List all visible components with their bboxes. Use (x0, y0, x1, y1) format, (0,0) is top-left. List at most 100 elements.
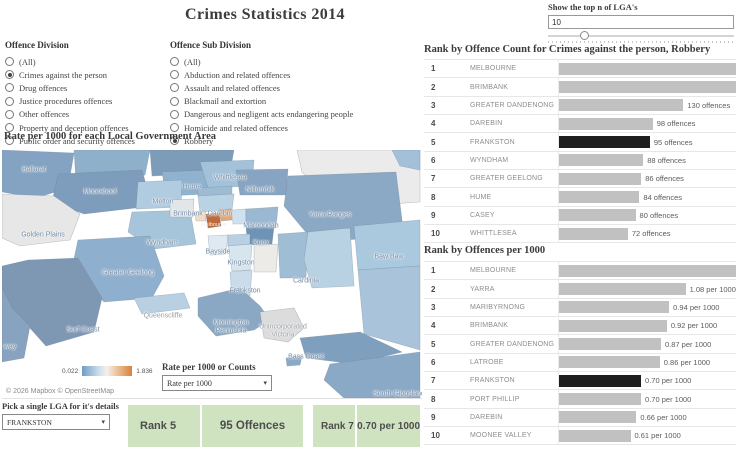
lga-name: HUME (470, 193, 492, 201)
rank-bar[interactable] (559, 62, 736, 75)
rank-row-greater-geelong[interactable]: 7 GREATER GEELONG 86 offences (424, 170, 736, 189)
top-n-input[interactable]: 10 (548, 15, 734, 29)
bar-cell: 0.70 per 1000 (558, 390, 736, 408)
rank-bar[interactable] (559, 356, 660, 369)
radio-option-property-and-deception-offences[interactable]: Property and deception offences (5, 121, 135, 134)
map-label-unincorporated: Unincorporated (259, 323, 307, 331)
summary-value-label: 0.70 per 1000 (357, 405, 420, 447)
radio-option-homicide-and-related-offences[interactable]: Homicide and related offences (170, 121, 353, 134)
rank-row-frankston[interactable]: 7 FRANKSTON 0.70 per 1000 (424, 372, 736, 391)
rank-bar[interactable] (559, 411, 637, 424)
radio-option-dangerous-and-negligent-acts-endangering-people[interactable]: Dangerous and negligent acts endangering… (170, 108, 353, 121)
lga-select-value: FRANKSTON (7, 417, 52, 427)
rank-row-melbourne[interactable]: 1 MELBOURNE (424, 262, 736, 281)
rank-bar[interactable] (559, 393, 642, 406)
rank-row-darebin[interactable]: 9 DAREBIN 0.66 per 1000 (424, 408, 736, 428)
rank-bar[interactable] (559, 136, 650, 149)
radio-option-drug-offences[interactable]: Drug offences (5, 81, 135, 94)
lga-select[interactable]: FRANKSTON ▾ (2, 414, 110, 430)
rank-number: 5 (431, 339, 436, 349)
lga-name: WYNDHAM (470, 156, 509, 164)
bar-value-label: 98 offences (656, 119, 696, 129)
rank-number: 2 (431, 284, 436, 294)
rank-bar[interactable] (559, 191, 640, 204)
rank-bar[interactable] (559, 209, 636, 222)
lga-name: WHITTLESEA (470, 230, 517, 238)
color-legend: 0.022 1.836 (62, 366, 153, 376)
rank-row-casey[interactable]: 9 CASEY 80 offences (424, 206, 736, 226)
map-label-moorabool: Moorabool (83, 188, 117, 196)
choropleth-map[interactable]: Ballarat Moorabool Hume Whittlesea Nillumbik… (2, 150, 422, 399)
rank-row-latrobe[interactable]: 6 LATROBE 0.86 per 1000 (424, 353, 736, 373)
rank-bar[interactable] (559, 264, 736, 277)
bar-cell: 0.92 per 1000 (558, 317, 736, 335)
rank-number: 5 (431, 137, 436, 147)
rank-bar[interactable] (559, 81, 736, 94)
radio-option-other-offences[interactable]: Other offences (5, 108, 135, 121)
rank-row-darebin[interactable]: 4 DAREBIN 98 offences (424, 115, 736, 134)
radio-option-crimes-against-the-person[interactable]: Crimes against the person (5, 68, 135, 81)
rank-row-greater-dandenong[interactable]: 3 GREATER DANDENONG 130 offences (424, 96, 736, 116)
radio-option-assault-and-related-offences[interactable]: Assault and related offences (170, 81, 353, 94)
map-label-bass-coast: Bass Coast (288, 353, 324, 361)
rank-bar[interactable] (559, 172, 642, 185)
rank-bar[interactable] (559, 283, 686, 296)
rank-bar[interactable] (559, 301, 670, 314)
radio-label: Justice procedures offences (19, 96, 113, 107)
rank-row-maribyrnong[interactable]: 3 MARIBYRNONG 0.94 per 1000 (424, 298, 736, 318)
rank-number: 1 (431, 266, 436, 276)
rank-row-greater-dandenong[interactable]: 5 GREATER DANDENONG 0.87 per 1000 (424, 335, 736, 354)
rank-row-yarra[interactable]: 2 YARRA 1.08 per 1000 (424, 280, 736, 299)
radio-icon (170, 109, 179, 119)
map-label-peninsula: Peninsula (215, 327, 247, 335)
map-label-mornington: Mornington (213, 319, 249, 327)
filter-offence-sub-division: Offence Sub Division (All) Abduction and … (170, 40, 353, 147)
radio-label: Drug offences (19, 82, 68, 93)
rank-row-frankston[interactable]: 5 FRANKSTON 95 offences (424, 133, 736, 152)
bar-value-label: 0.61 per 1000 (634, 431, 681, 441)
rank-row-brimbank[interactable]: 2 BRIMBANK (424, 78, 736, 97)
lga-name: BRIMBANK (470, 83, 509, 91)
rank-number: 9 (431, 210, 436, 220)
radio-option-all[interactable]: (All) (5, 55, 135, 68)
rank-bar[interactable] (559, 319, 667, 332)
radio-option-all[interactable]: (All) (170, 55, 353, 68)
rank-bar[interactable] (559, 374, 642, 387)
radio-option-abduction-and-related-offences[interactable]: Abduction and related offences (170, 68, 353, 81)
top-n-slider[interactable] (548, 31, 734, 41)
filter-offence-division: Offence Division (All) Crimes against the… (5, 40, 135, 147)
bar-value-label: 84 offences (643, 192, 683, 202)
rank-row-brimbank[interactable]: 4 BRIMBANK 0.92 per 1000 (424, 317, 736, 336)
radio-option-robbery[interactable]: Robbery (170, 134, 353, 147)
rank-bar[interactable] (559, 429, 631, 442)
rank-row-moonee-valley[interactable]: 10 MOONEE VALLEY 0.61 per 1000 (424, 427, 736, 446)
bar-value-label: 95 offences (653, 137, 693, 147)
rank-row-port-phillip[interactable]: 8 PORT PHILLIP 0.70 per 1000 (424, 390, 736, 409)
rank-bar[interactable] (559, 99, 684, 112)
rank-row-hume[interactable]: 8 HUME 84 offences (424, 188, 736, 207)
radio-icon (5, 83, 14, 93)
rank-bar[interactable] (559, 154, 644, 167)
bar-value-label: 130 offences (687, 100, 731, 110)
measure-label: Rate per 1000 or Counts (162, 362, 256, 372)
measure-select[interactable]: Rate per 1000 ▾ (162, 375, 272, 391)
bar-cell (558, 262, 736, 280)
radio-option-public-order-and-security-offences[interactable]: Public order and security offences (5, 134, 135, 147)
rank-row-melbourne[interactable]: 1 MELBOURNE (424, 60, 736, 79)
map-label-brimbank: Brimbank (173, 210, 203, 218)
radio-option-blackmail-and-extortion[interactable]: Blackmail and extortion (170, 95, 353, 108)
rank-bar[interactable] (559, 227, 628, 240)
bar-value-label: 0.92 per 1000 (670, 321, 718, 331)
slider-track[interactable] (548, 35, 734, 37)
map-label-melton: Melton (152, 198, 174, 206)
map-polygons[interactable] (2, 150, 421, 398)
slider-handle[interactable] (579, 31, 589, 40)
radio-option-justice-procedures-offences[interactable]: Justice procedures offences (5, 95, 135, 108)
bar-value-label: 0.70 per 1000 (645, 376, 692, 386)
rank-bar[interactable] (559, 338, 661, 351)
rank-row-whittlesea[interactable]: 10 WHITTLESEA 72 offences (424, 225, 736, 244)
bar-cell: 0.86 per 1000 (558, 353, 736, 372)
summary-rank-label: Rank 7 (313, 405, 356, 447)
rank-bar[interactable] (559, 117, 653, 130)
rank-row-wyndham[interactable]: 6 WYNDHAM 88 offences (424, 151, 736, 171)
